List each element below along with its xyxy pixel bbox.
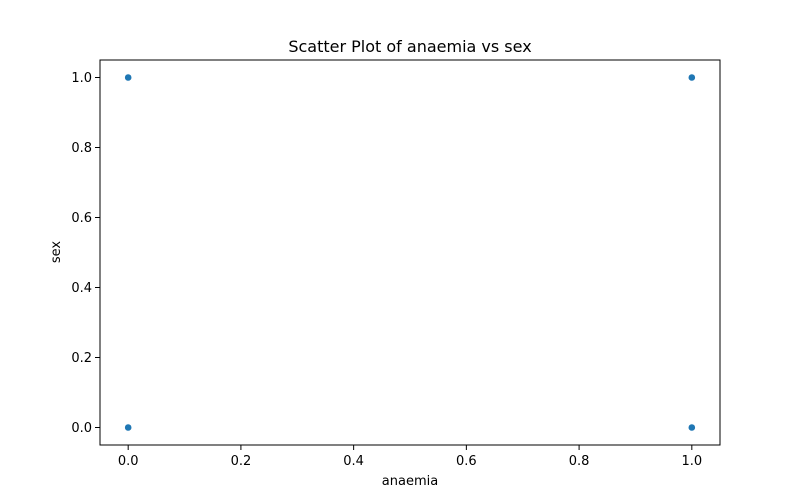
plot-area <box>124 73 696 432</box>
x-tick-label: 0.6 <box>456 454 477 469</box>
x-axis: 0.0 0.2 0.4 0.6 0.8 1.0 <box>118 445 702 469</box>
y-tick-label: 0.6 <box>71 211 92 226</box>
y-tick-label: 0.2 <box>71 351 92 366</box>
x-axis-label: anaemia <box>382 474 438 489</box>
axes-frame <box>99 59 721 446</box>
x-tick-label: 0.0 <box>118 454 139 469</box>
y-tick-label: 0.0 <box>71 421 92 436</box>
x-tick-label: 1.0 <box>681 454 702 469</box>
data-point <box>687 423 696 432</box>
y-axis: 0.0 0.2 0.4 0.6 0.8 1.0 <box>71 71 100 436</box>
y-tick-label: 0.4 <box>71 281 92 296</box>
x-tick-label: 0.8 <box>569 454 590 469</box>
data-point <box>687 73 696 82</box>
x-tick-label: 0.4 <box>343 454 364 469</box>
y-tick-label: 1.0 <box>71 71 92 86</box>
y-axis-label: sex <box>49 241 64 264</box>
chart-title: Scatter Plot of anaemia vs sex <box>288 37 531 56</box>
data-point <box>124 73 133 82</box>
y-tick-label: 0.8 <box>71 141 92 156</box>
data-point <box>124 423 133 432</box>
x-tick-label: 0.2 <box>231 454 252 469</box>
